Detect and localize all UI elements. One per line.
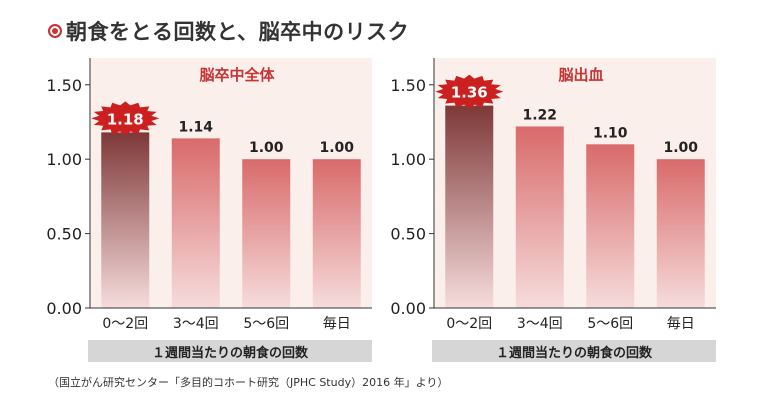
highlight-burst — [435, 74, 504, 109]
bar-value-label: 1.10 — [593, 125, 628, 141]
highlight-burst — [91, 101, 160, 136]
bar-value-label: 1.00 — [249, 140, 284, 156]
chart-title-text: 朝食をとる回数と、脳卒中のリスク — [66, 20, 410, 44]
y-tick-label: 0.50 — [390, 225, 426, 244]
bar-chart-stroke-overall: 脳卒中全体 0.00 0.50 1.00 1.50 1.18 0〜2回 1.14 3〜4回 1.0… — [46, 58, 372, 332]
x-tick-label: 毎日 — [667, 316, 695, 332]
bar — [242, 159, 291, 308]
bar-value-label: 1.00 — [663, 140, 698, 156]
x-tick-label: 3〜4回 — [173, 316, 219, 332]
panel-title: 脳卒中全体 — [199, 66, 275, 84]
bar — [586, 144, 635, 308]
y-tick-label: 1.00 — [46, 150, 82, 169]
x-tick-label: 3〜4回 — [517, 316, 563, 332]
source-note: （国立がん研究センター「多目的コホート研究（JPHC Study）2016 年」… — [48, 376, 449, 389]
chart-panel-stroke-overall: 脳卒中全体 0.00 0.50 1.00 1.50 1.18 0〜2回 1.14 3〜4回 1.0… — [40, 50, 380, 365]
bar-value-label: 1.18 — [107, 110, 144, 128]
x-tick-label: 毎日 — [323, 316, 351, 332]
y-tick-label: 1.50 — [46, 76, 82, 95]
chart-panel-hemorrhage: 脳出血 0.00 0.50 1.00 1.50 1.36 0〜2回 1.22 3〜4回 1.10 5… — [384, 50, 724, 365]
bar-value-label: 1.22 — [522, 107, 557, 123]
x-axis-label: １週間当たりの朝食の回数 — [88, 340, 372, 362]
y-tick-label: 0.00 — [390, 299, 426, 318]
x-axis-label: １週間当たりの朝食の回数 — [432, 340, 716, 362]
bar — [312, 159, 361, 308]
bar-value-label: 1.36 — [451, 84, 488, 102]
y-tick-label: 1.50 — [390, 76, 426, 95]
x-tick-label: 0〜2回 — [446, 316, 492, 332]
bar-value-label: 1.00 — [319, 140, 354, 156]
bar — [101, 132, 150, 308]
x-tick-label: 5〜6回 — [243, 316, 289, 332]
bar — [445, 105, 494, 308]
bar-value-label: 1.14 — [178, 119, 213, 135]
bar — [515, 126, 564, 308]
x-tick-label: 0〜2回 — [102, 316, 148, 332]
bullet-circle-icon — [48, 24, 62, 38]
y-tick-label: 0.00 — [46, 299, 82, 318]
bar-chart-hemorrhage: 脳出血 0.00 0.50 1.00 1.50 1.36 0〜2回 1.22 3〜4回 1.10 5… — [390, 58, 716, 332]
panel-title: 脳出血 — [558, 66, 603, 84]
bar — [656, 159, 705, 308]
y-tick-label: 1.00 — [390, 150, 426, 169]
chart-title: 朝食をとる回数と、脳卒中のリスク — [48, 16, 409, 46]
bar — [171, 138, 220, 308]
y-tick-label: 0.50 — [46, 225, 82, 244]
x-tick-label: 5〜6回 — [587, 316, 633, 332]
